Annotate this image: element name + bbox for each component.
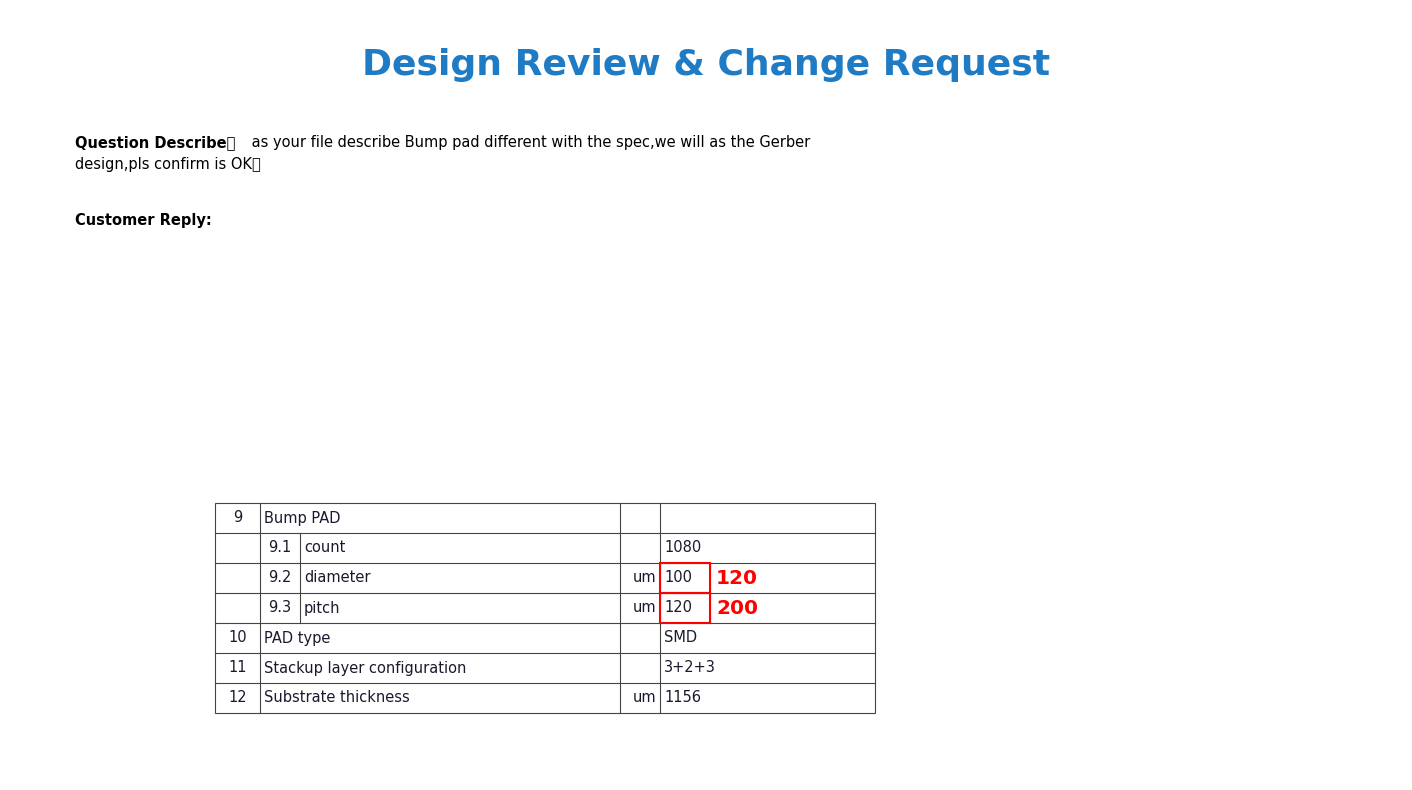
Bar [215,503,875,713]
Text: 1156: 1156 [664,690,700,705]
Text: diameter: diameter [304,570,370,585]
Text: um: um [633,690,657,705]
Text: 9.1: 9.1 [268,540,292,555]
Text: 12: 12 [229,690,247,705]
Text: pitch: pitch [304,600,340,615]
Bar [659,563,710,593]
Text: Substrate thickness: Substrate thickness [264,690,409,705]
Text: PAD type: PAD type [264,630,330,645]
Text: as your file describe Bump pad different with the spec,we will as the Gerber: as your file describe Bump pad different… [247,135,810,150]
Text: 3+2+3: 3+2+3 [664,660,716,675]
Text: 10: 10 [229,630,247,645]
Text: 1080: 1080 [664,540,702,555]
Text: 200: 200 [716,599,758,618]
Text: Question Describe：: Question Describe： [75,135,236,150]
Text: Stackup layer configuration: Stackup layer configuration [264,660,466,675]
Text: 100: 100 [664,570,692,585]
Text: Design Review & Change Request: Design Review & Change Request [361,48,1051,82]
Text: 11: 11 [229,660,247,675]
Bar [659,593,710,623]
Text: 120: 120 [664,600,692,615]
Text: Customer Reply:: Customer Reply: [75,213,212,228]
Text: 9: 9 [233,510,241,525]
Text: SMD: SMD [664,630,698,645]
Text: um: um [633,600,657,615]
Text: count: count [304,540,346,555]
Text: Bump PAD: Bump PAD [264,510,340,525]
Text: 9.2: 9.2 [268,570,292,585]
Text: 9.3: 9.3 [268,600,291,615]
Text: 120: 120 [716,569,758,588]
Text: design,pls confirm is OK？: design,pls confirm is OK？ [75,157,261,172]
Text: um: um [633,570,657,585]
